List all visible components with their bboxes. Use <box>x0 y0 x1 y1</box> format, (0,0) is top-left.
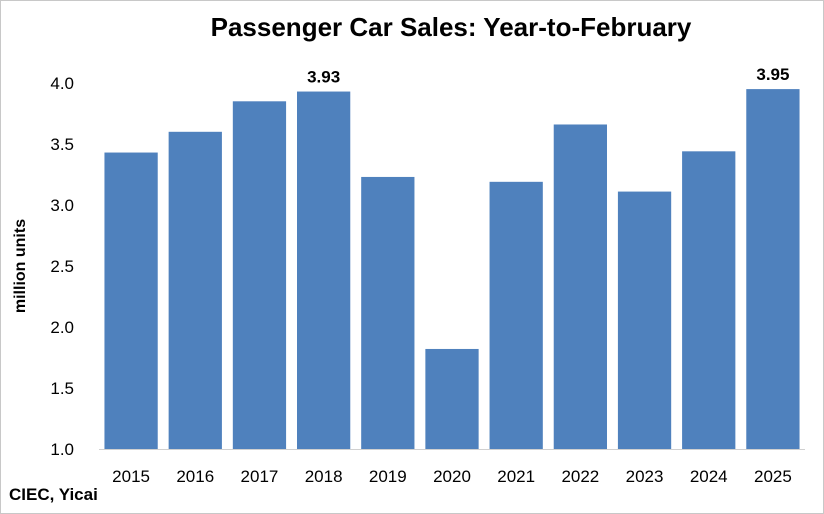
bar-2015 <box>104 152 158 450</box>
bar-2020 <box>425 348 479 449</box>
y-tick-label: 4.0 <box>50 74 74 93</box>
bar-2022 <box>553 124 607 449</box>
y-tick-label: 3.0 <box>50 196 74 215</box>
x-tick-label: 2022 <box>561 467 599 486</box>
bar-2016 <box>168 131 222 450</box>
y-tick-label: 2.5 <box>50 257 74 276</box>
data-label-2025: 3.95 <box>756 65 789 84</box>
bar-2024 <box>682 151 736 449</box>
data-label-2018: 3.93 <box>307 68 340 87</box>
y-axis-label: million units <box>12 219 29 313</box>
x-tick-label: 2021 <box>497 467 535 486</box>
chart-title: Passenger Car Sales: Year-to-February <box>211 12 692 42</box>
x-tick-label: 2024 <box>690 467 728 486</box>
x-tick-label: 2015 <box>112 467 150 486</box>
bar-2017 <box>232 101 287 450</box>
x-tick-label: 2019 <box>369 467 407 486</box>
source-note: CIEC, Yicai <box>9 485 98 504</box>
data-labels: 3.93 3.95 <box>307 65 789 86</box>
y-tick-label: 1.0 <box>50 440 74 459</box>
bar-2019 <box>361 176 415 449</box>
x-tick-label: 2018 <box>305 467 343 486</box>
y-tick-label: 1.5 <box>50 379 74 398</box>
x-axis-ticks: 2015 2016 2017 2018 2019 2020 2021 2022 2023 2024… <box>112 467 792 486</box>
x-tick-label: 2025 <box>754 467 792 486</box>
y-tick-label: 2.0 <box>50 318 74 337</box>
x-tick-label: 2017 <box>241 467 279 486</box>
x-tick-label: 2020 <box>433 467 471 486</box>
bars <box>104 89 800 450</box>
bar-2025 <box>746 89 800 449</box>
y-axis-ticks: 1.0 1.5 2.0 2.5 3.0 3.5 4.0 <box>50 74 74 459</box>
bar-2018 <box>297 91 351 449</box>
x-tick-label: 2023 <box>626 467 664 486</box>
bar-2021 <box>489 181 543 449</box>
bar-2023 <box>617 191 672 449</box>
y-tick-label: 3.5 <box>50 135 74 154</box>
x-tick-label: 2016 <box>176 467 214 486</box>
